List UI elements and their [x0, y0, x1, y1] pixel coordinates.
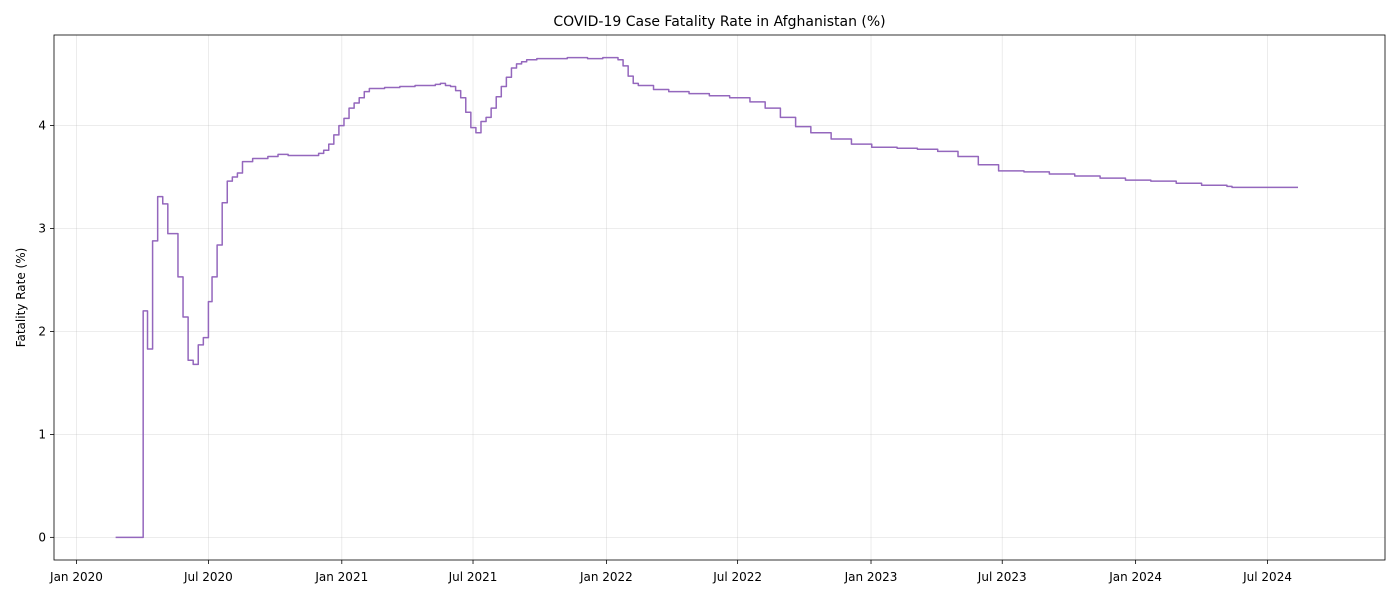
x-tick-label: Jul 2022	[712, 570, 762, 584]
y-tick-label: 0	[38, 530, 46, 544]
y-tick-label: 4	[38, 119, 46, 133]
x-tick-label: Jul 2023	[977, 570, 1027, 584]
ticks: Jan 2020 Jul 2020 Jan 2021 Jul 2021 Jan 2022…	[38, 119, 1292, 584]
x-tick-label: Jul 2024	[1242, 570, 1292, 584]
x-tick-label: Jan 2024	[1108, 570, 1162, 584]
chart-title: COVID-19 Case Fatality Rate in Afghanist…	[553, 14, 885, 30]
grid	[54, 35, 1385, 560]
y-tick-label: 2	[38, 324, 46, 338]
y-tick-label: 1	[38, 427, 46, 441]
x-tick-label: Jul 2020	[183, 570, 233, 584]
x-tick-label: Jul 2021	[448, 570, 498, 584]
series-layer	[115, 56, 1299, 539]
y-axis-label: Fatality Rate (%)	[14, 248, 28, 348]
x-tick-label: Jan 2021	[314, 570, 368, 584]
series-line	[115, 56, 1299, 539]
x-tick-label: Jan 2023	[844, 570, 898, 584]
plot-frame	[53, 34, 1386, 561]
x-tick-label: Jan 2020	[49, 570, 103, 584]
x-tick-label: Jan 2022	[579, 570, 633, 584]
y-tick-label: 3	[38, 222, 46, 236]
